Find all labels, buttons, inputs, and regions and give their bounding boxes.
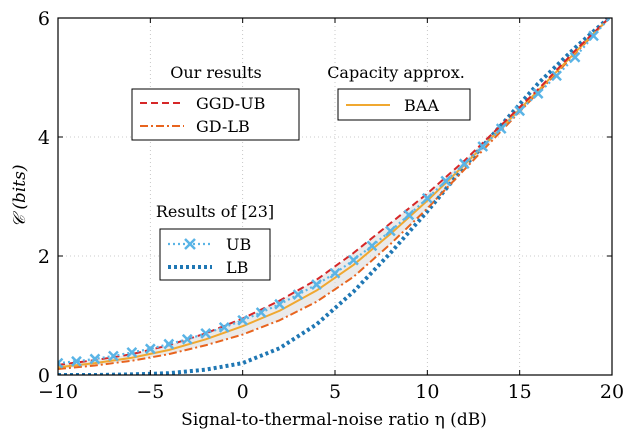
legend-title-capacity: Capacity approx. <box>327 63 465 82</box>
x-tick-label: −10 <box>38 381 78 403</box>
x-tick-label: −5 <box>136 381 164 403</box>
ub-marker <box>255 307 267 318</box>
y-tick-label: 0 <box>38 365 50 387</box>
legend-label-gd-lb: GD-LB <box>196 117 250 136</box>
ub-marker <box>348 254 359 266</box>
ub-marker <box>71 355 82 367</box>
ub-marker <box>200 327 212 339</box>
y-tick-label: 4 <box>38 127 50 149</box>
ub-marker <box>569 51 581 63</box>
legend-label-lb: LB <box>226 258 248 277</box>
ub-marker <box>329 267 341 279</box>
legend-title-our-results: Our results <box>170 63 262 82</box>
legend-label-ggd-ub: GGD-UB <box>196 94 265 113</box>
legend-marker-ub <box>184 238 196 250</box>
y-axis-label: 𝒞 (bits) <box>10 165 30 228</box>
ub-marker <box>163 338 175 350</box>
ub-marker <box>421 192 433 204</box>
x-axis-label: Signal-to-thermal-noise ratio η (dB) <box>181 410 487 430</box>
ub-marker <box>311 279 322 290</box>
x-tick-label: 5 <box>329 381 341 403</box>
y-tick-label: 6 <box>38 8 50 30</box>
axis-ticks: −10 −5 0 5 10 15 20 0 2 4 6 <box>38 8 624 403</box>
legend-label-baa: BAA <box>404 96 439 115</box>
ub-marker <box>181 333 193 345</box>
ub-marker <box>237 314 249 326</box>
ub-marker <box>274 298 285 310</box>
legend-box-results-23 <box>159 228 271 281</box>
ub-marker <box>89 353 101 365</box>
x-tick-label: 20 <box>600 381 624 403</box>
ub-marker <box>58 357 64 369</box>
legend-title-results-23: Results of [23] <box>156 202 274 221</box>
ub-marker <box>532 88 544 99</box>
ub-marker <box>385 225 396 237</box>
ub-marker <box>495 123 507 135</box>
ub-marker <box>458 158 470 170</box>
ub-marker <box>440 175 452 187</box>
legend-label-ub: UB <box>226 235 251 254</box>
x-tick-label: 10 <box>415 381 439 403</box>
ub-marker <box>514 105 526 117</box>
y-tick-label: 2 <box>38 246 50 268</box>
ub-marker <box>477 141 489 152</box>
x-tick-label: 0 <box>237 381 249 403</box>
ub-marker <box>292 289 304 301</box>
ub-marker <box>366 240 378 252</box>
x-tick-label: 15 <box>508 381 532 403</box>
ub-marker <box>144 343 156 355</box>
legend-box-our-results <box>131 88 300 141</box>
ub-marker <box>588 30 599 42</box>
ub-marker <box>126 347 138 358</box>
ub-marker <box>218 322 230 333</box>
ub-marker <box>108 350 119 362</box>
ub-marker <box>551 70 562 82</box>
ub-marker <box>403 209 415 221</box>
